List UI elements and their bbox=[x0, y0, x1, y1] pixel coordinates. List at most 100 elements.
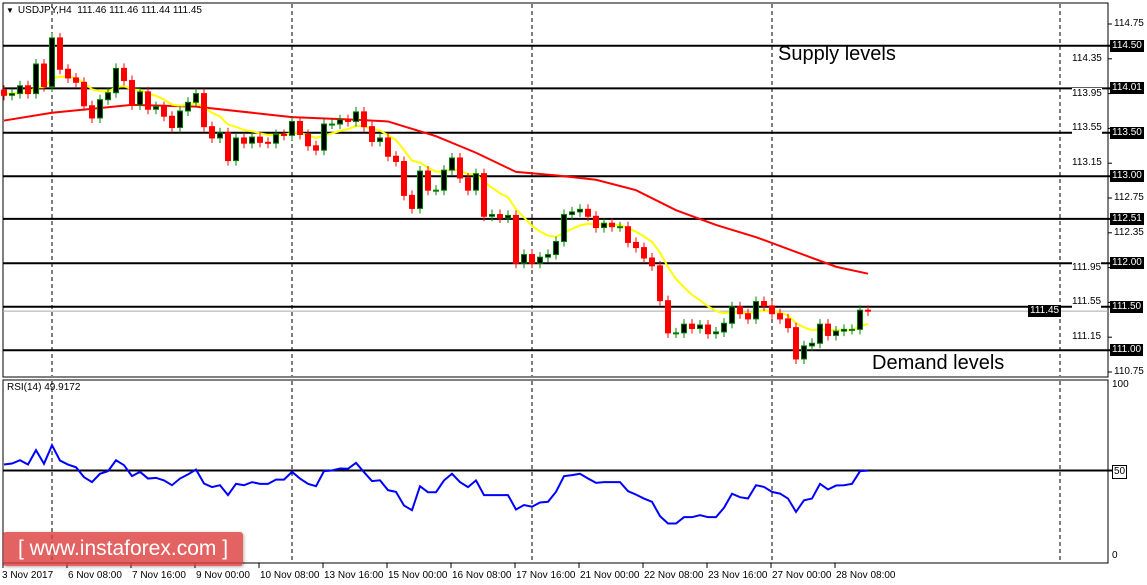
candle-bullish bbox=[273, 133, 279, 144]
candle-bearish bbox=[529, 254, 535, 264]
candle-bearish bbox=[865, 309, 871, 312]
instaforex-watermark: [ www.instaforex.com ] bbox=[3, 532, 243, 566]
candle-bullish bbox=[417, 170, 423, 209]
candle-bearish bbox=[305, 133, 311, 147]
candle-bullish bbox=[337, 119, 343, 125]
candle-bullish bbox=[817, 323, 823, 344]
candle-bearish bbox=[257, 136, 263, 143]
price-level-badge: 114.50 bbox=[1110, 39, 1144, 52]
price-tick-label: 114.35 bbox=[1072, 52, 1102, 65]
candle-bearish bbox=[1, 89, 7, 96]
time-tick-label: 6 Nov 08:00 bbox=[68, 570, 122, 581]
candle-bullish bbox=[721, 322, 727, 333]
candle-bearish bbox=[129, 80, 135, 106]
candle-bearish bbox=[81, 81, 87, 107]
time-tick-label: 15 Nov 00:00 bbox=[388, 570, 448, 581]
candle-bullish bbox=[97, 99, 103, 119]
candle-bullish bbox=[849, 328, 855, 331]
candle-bearish bbox=[425, 170, 431, 191]
candle-bearish bbox=[609, 222, 615, 228]
candle-bearish bbox=[745, 313, 751, 320]
ohlc-readout: 111.46 111.46 111.44 111.45 bbox=[77, 5, 202, 16]
rsi-axis-label: 100 bbox=[1112, 379, 1129, 390]
price-tick-label: 113.55 bbox=[1072, 122, 1102, 135]
candle-bearish bbox=[385, 137, 391, 157]
candle-bearish bbox=[345, 119, 351, 122]
price-tick-label: 114.75 bbox=[1114, 18, 1144, 29]
candle-bullish bbox=[713, 331, 719, 335]
candle-bearish bbox=[25, 85, 31, 95]
candle-bullish bbox=[137, 91, 143, 106]
candle-bullish bbox=[17, 85, 23, 95]
candle-bearish bbox=[121, 67, 127, 82]
price-tick-label: 113.15 bbox=[1072, 157, 1102, 170]
candle-bearish bbox=[457, 157, 463, 179]
candle-bearish bbox=[297, 120, 303, 135]
candle-bullish bbox=[801, 345, 807, 360]
price-level-badge: 113.50 bbox=[1110, 126, 1144, 139]
time-tick-label: 3 Nov 2017 bbox=[2, 570, 54, 581]
candle-bearish bbox=[313, 145, 319, 151]
candle-bullish bbox=[809, 342, 815, 347]
candle-bearish bbox=[225, 132, 231, 162]
price-level-badge: 114.01 bbox=[1110, 82, 1144, 95]
candle-bearish bbox=[793, 327, 799, 360]
candle-bearish bbox=[481, 173, 487, 217]
candle-bullish bbox=[553, 241, 559, 256]
price-tick-label: 111.95 bbox=[1072, 261, 1102, 274]
candle-bearish bbox=[633, 241, 639, 249]
dropdown-triangle-icon[interactable]: ▼ bbox=[6, 6, 14, 15]
rsi-axis-label: 0 bbox=[1112, 550, 1118, 561]
candle-bullish bbox=[433, 189, 439, 192]
candle-bearish bbox=[497, 214, 503, 219]
candle-bullish bbox=[577, 208, 583, 213]
candle-bullish bbox=[441, 169, 447, 191]
candle-bullish bbox=[377, 137, 383, 142]
candle-bearish bbox=[265, 141, 271, 144]
price-level-badge: 111.50 bbox=[1110, 300, 1144, 313]
candle-bullish bbox=[249, 136, 255, 144]
candle-bullish bbox=[289, 120, 295, 136]
candle-bullish bbox=[505, 214, 511, 219]
time-tick-label: 13 Nov 16:00 bbox=[324, 570, 384, 581]
time-tick-label: 27 Nov 00:00 bbox=[772, 570, 832, 581]
symbol-label: USDJPY,H4 bbox=[17, 5, 72, 16]
time-tick-label: 23 Nov 16:00 bbox=[708, 570, 768, 581]
time-tick-label: 21 Nov 00:00 bbox=[580, 570, 640, 581]
candle-bullish bbox=[449, 157, 455, 171]
candle-bullish bbox=[185, 101, 191, 112]
candle-bearish bbox=[777, 313, 783, 320]
candle-bullish bbox=[729, 306, 735, 324]
candle-bullish bbox=[473, 173, 479, 191]
candle-bearish bbox=[665, 300, 671, 334]
candle-bearish bbox=[761, 301, 767, 307]
candle-bearish bbox=[281, 133, 287, 136]
candle-bearish bbox=[393, 155, 399, 162]
candle-bullish bbox=[49, 37, 55, 88]
candle-bearish bbox=[169, 115, 175, 129]
main-chart-frame bbox=[2, 2, 1109, 378]
candle-bullish bbox=[489, 214, 495, 217]
candle-bearish bbox=[705, 324, 711, 335]
candle-bearish bbox=[769, 305, 775, 315]
candle-bullish bbox=[321, 123, 327, 151]
time-tick-label: 28 Nov 08:00 bbox=[836, 570, 896, 581]
candle-bearish bbox=[41, 63, 47, 88]
candle-bullish bbox=[33, 63, 39, 95]
candle-bearish bbox=[649, 257, 655, 267]
candle-bearish bbox=[65, 68, 71, 79]
time-tick-label: 16 Nov 08:00 bbox=[452, 570, 512, 581]
price-level-badge: 112.00 bbox=[1110, 257, 1144, 270]
candle-bearish bbox=[209, 126, 215, 139]
time-tick-label: 22 Nov 08:00 bbox=[644, 570, 704, 581]
rsi-axis-label: 50 bbox=[1112, 464, 1128, 479]
candle-bearish bbox=[89, 105, 95, 119]
candle-bullish bbox=[561, 214, 567, 242]
candle-bullish bbox=[105, 92, 111, 101]
candle-bearish bbox=[369, 126, 375, 142]
candle-bullish bbox=[177, 110, 183, 129]
candle-bullish bbox=[521, 254, 527, 264]
candle-bearish bbox=[465, 177, 471, 191]
